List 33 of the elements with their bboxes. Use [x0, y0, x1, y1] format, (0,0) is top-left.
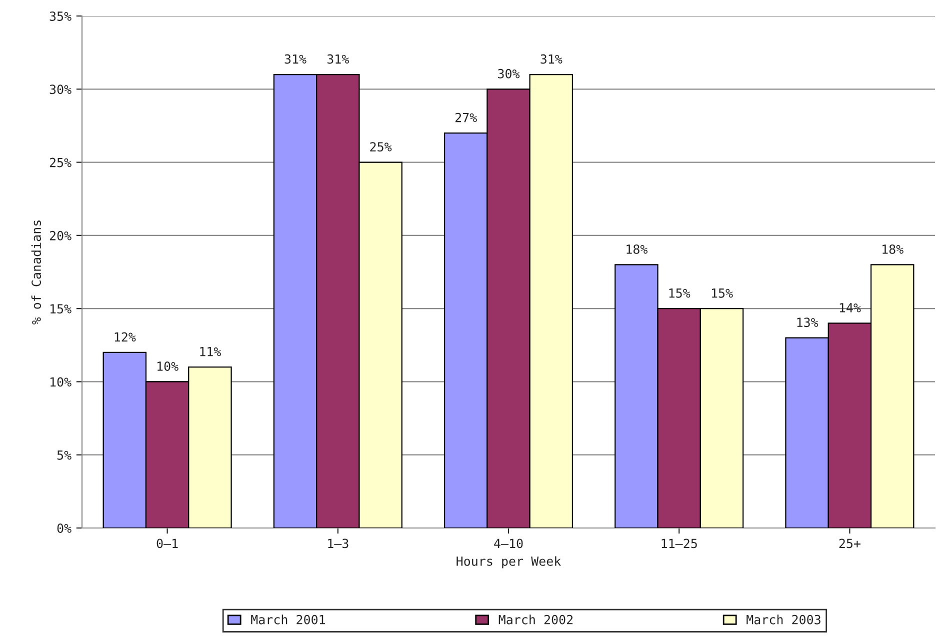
x-tick-label: 1–3 [328, 538, 348, 548]
y-tick-label: 10% [50, 377, 72, 387]
data-label: 18% [626, 244, 648, 254]
data-label: 30% [498, 68, 520, 78]
x-tick-label: 11–25 [662, 538, 697, 548]
data-label: 15% [712, 288, 733, 298]
y-tick-label: 20% [50, 230, 72, 240]
data-label: 25% [370, 142, 392, 152]
x-axis-title: Hours per Week [456, 556, 561, 568]
y-tick-label: 15% [50, 304, 72, 314]
data-label: 31% [327, 54, 349, 64]
data-label: 14% [840, 303, 861, 312]
x-tick-label: 4–10 [494, 538, 523, 548]
x-tick-label: 0–1 [156, 538, 178, 548]
legend-label: March 2003 [746, 614, 820, 624]
data-label: 27% [455, 112, 477, 122]
data-label: 10% [158, 362, 178, 371]
data-label: 13% [797, 318, 818, 328]
data-label: 31% [540, 54, 562, 64]
x-tick-label: 25+ [839, 538, 860, 548]
y-tick-label: 25% [50, 158, 72, 168]
y-tick-label: 0% [57, 524, 72, 533]
data-label: 11% [200, 347, 222, 356]
data-label: 12% [114, 332, 136, 342]
y-axis-title: % of Canadians [31, 220, 42, 324]
legend-label: March 2001 [251, 614, 325, 624]
data-label: 15% [669, 288, 690, 298]
data-label: 31% [284, 54, 306, 64]
y-tick-label: 30% [50, 84, 72, 94]
legend-label: March 2002 [498, 614, 573, 624]
y-tick-label: 35% [50, 12, 72, 21]
data-label: 18% [882, 244, 904, 254]
y-tick-label: 5% [57, 450, 72, 460]
